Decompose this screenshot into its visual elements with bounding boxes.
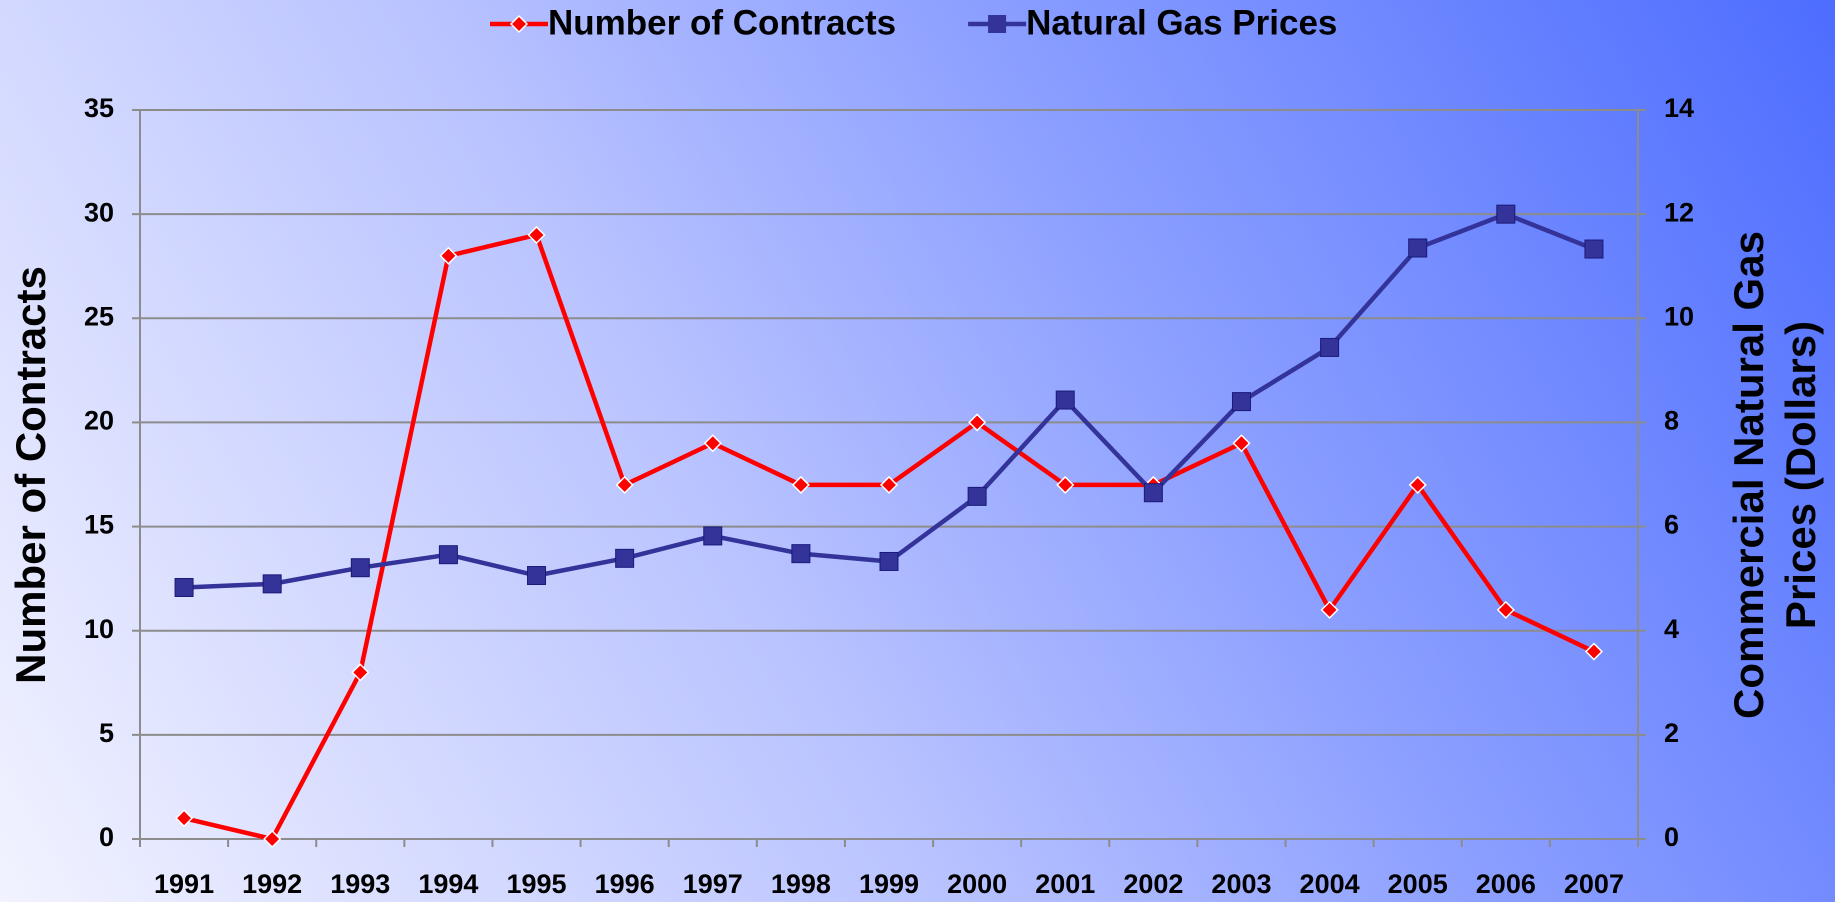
marker [1320, 600, 1339, 619]
marker [1408, 475, 1427, 494]
marker [879, 475, 899, 494]
y-tick-label: 5 [99, 718, 114, 748]
y2-axis-title: Commercial Natural Gas [1725, 231, 1772, 719]
legend-marker [988, 15, 1007, 33]
marker [1320, 337, 1340, 357]
x-tick-label: 1997 [683, 869, 743, 899]
marker [1055, 390, 1075, 410]
x-tick-label: 2001 [1035, 869, 1095, 899]
marker [527, 566, 547, 586]
marker [703, 526, 723, 546]
marker [791, 544, 811, 564]
x-tick-label: 1998 [771, 869, 831, 899]
marker [967, 486, 987, 506]
marker [438, 545, 458, 565]
marker [350, 558, 370, 578]
y2-tick-label: 6 [1664, 510, 1679, 540]
x-tick-label: 2005 [1388, 869, 1448, 899]
legend: Number of Contracts Natural Gas Prices [490, 3, 1337, 42]
marker [174, 577, 194, 597]
y2-tick-label: 0 [1664, 822, 1679, 852]
y2-tick-label: 14 [1664, 93, 1694, 123]
y-tick-label: 30 [84, 197, 114, 227]
y2-axis-title: Prices (Dollars) [1777, 321, 1824, 629]
marker [174, 809, 194, 828]
x-tick-label: 2000 [947, 869, 1007, 899]
y-tick-label: 25 [84, 301, 114, 331]
marker [879, 551, 899, 571]
marker [527, 225, 546, 245]
x-tick-label: 2003 [1211, 869, 1271, 899]
marker [1496, 600, 1515, 619]
marker [1408, 238, 1428, 258]
x-tick-label: 1993 [330, 869, 390, 899]
marker [1584, 642, 1604, 661]
marker [439, 246, 458, 265]
y-tick-label: 15 [84, 510, 114, 540]
x-tick-label: 1995 [506, 869, 566, 899]
legend-label: Natural Gas Prices [1026, 3, 1337, 42]
marker [1056, 475, 1075, 494]
x-tick-label: 1999 [859, 869, 919, 899]
y-tick-label: 10 [84, 614, 114, 644]
marker [615, 475, 634, 494]
y-tick-label: 35 [84, 93, 114, 123]
legend-label: Number of Contracts [548, 3, 896, 42]
y2-tick-label: 10 [1664, 301, 1694, 331]
x-tick-label: 1996 [595, 869, 655, 899]
series-line [183, 232, 1595, 842]
marker [1496, 204, 1516, 224]
y2-tick-label: 8 [1664, 406, 1679, 436]
y-tick-label: 0 [99, 822, 114, 852]
x-tick-label: 1992 [242, 869, 302, 899]
y-tick-label: 20 [84, 406, 114, 436]
x-tick-label: 2004 [1300, 869, 1360, 899]
x-tick-label: 1994 [418, 869, 478, 899]
marker [263, 829, 282, 849]
marker [791, 475, 810, 494]
x-tick-label: 1991 [154, 869, 214, 899]
x-tick-label: 2002 [1123, 869, 1183, 899]
marker [1584, 239, 1604, 259]
marker [968, 413, 987, 432]
marker [1232, 434, 1251, 453]
y2-tick-label: 4 [1664, 614, 1679, 644]
marker [1231, 392, 1251, 412]
y2-tick-label: 12 [1664, 197, 1694, 227]
marker [615, 548, 635, 568]
y-axis-title: Number of Contracts [7, 266, 54, 684]
marker [262, 574, 282, 594]
x-tick-label: 2006 [1476, 869, 1536, 899]
x-tick-label: 2007 [1564, 869, 1624, 899]
marker [1143, 483, 1163, 503]
legend-marker [509, 14, 529, 34]
y2-tick-label: 2 [1664, 718, 1679, 748]
marker [351, 663, 370, 682]
marker [703, 434, 722, 453]
